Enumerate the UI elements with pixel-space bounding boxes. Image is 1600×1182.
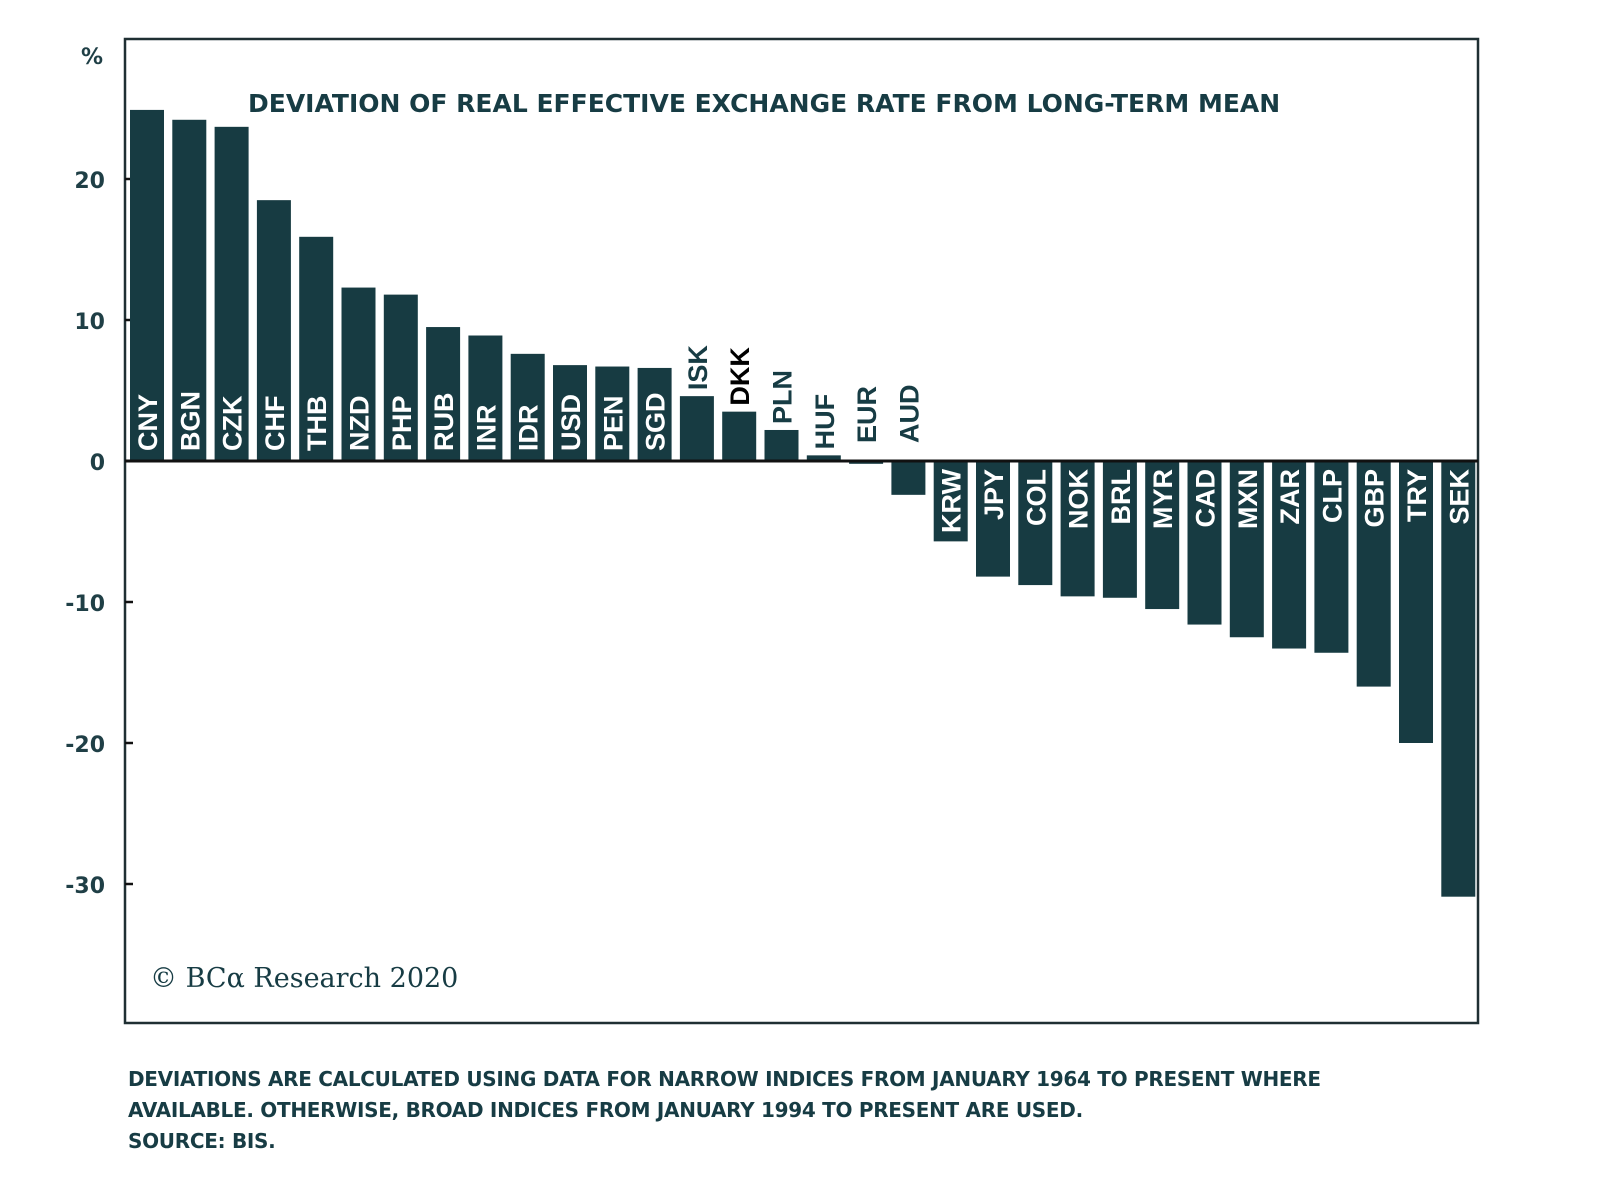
bar-mxn bbox=[1229, 461, 1264, 638]
bar-label-nzd: NZD bbox=[345, 396, 375, 452]
bar-chart: % DEVIATION OF REAL EFFECTIVE EXCHANGE R… bbox=[65, 37, 1480, 1025]
y-tick-label: -30 bbox=[65, 874, 105, 899]
bar-label-jpy: JPY bbox=[979, 469, 1009, 520]
bar-czk bbox=[214, 126, 249, 461]
bar-cad bbox=[1187, 461, 1222, 625]
bar-label-inr: INR bbox=[471, 405, 501, 452]
bar-label-huf: HUF bbox=[810, 394, 840, 450]
footnote-line: AVAILABLE. OTHERWISE, BROAD INDICES FROM… bbox=[128, 1098, 1083, 1122]
y-axis-ticks: 20 10 0 -10 -20 -30 bbox=[65, 169, 133, 899]
bar-chf bbox=[256, 200, 291, 461]
bar-try bbox=[1399, 461, 1433, 743]
bar-idr bbox=[510, 353, 545, 461]
bar-nzd bbox=[341, 287, 376, 461]
y-tick-label: -10 bbox=[65, 592, 105, 617]
footnote-line: DEVIATIONS ARE CALCULATED USING DATA FOR… bbox=[128, 1067, 1321, 1091]
bar-label-mxn: MXN bbox=[1233, 469, 1263, 529]
bar-label-nok: NOK bbox=[1064, 469, 1094, 530]
bar-jpy bbox=[976, 461, 1010, 577]
bar-pln bbox=[764, 429, 799, 461]
bar-label-dkk: DKK bbox=[725, 347, 755, 406]
bar-label-aud: AUD bbox=[894, 385, 924, 444]
bar-label-thb: THB bbox=[302, 396, 332, 452]
footnote-line: SOURCE: BIS. bbox=[128, 1129, 276, 1153]
bar-sek bbox=[1441, 461, 1476, 897]
bar-isk bbox=[679, 396, 714, 461]
bar-rub bbox=[426, 327, 461, 461]
y-axis-unit-label: % bbox=[81, 45, 103, 70]
bars bbox=[130, 109, 1476, 897]
y-tick-label: 20 bbox=[74, 169, 105, 194]
bar-bgn bbox=[172, 119, 207, 461]
bar-label-myr: MYR bbox=[1148, 469, 1178, 529]
bar-label-isk: ISK bbox=[683, 345, 713, 391]
bar-sgd bbox=[637, 367, 672, 461]
bar-label-sek: SEK bbox=[1444, 469, 1474, 525]
bar-dkk bbox=[722, 411, 757, 461]
bar-huf bbox=[806, 455, 841, 461]
bar-label-krw: KRW bbox=[937, 468, 967, 533]
bar-label-cny: CNY bbox=[133, 394, 163, 451]
bar-label-eur: EUR bbox=[852, 386, 882, 443]
bar-label-rub: RUB bbox=[429, 393, 459, 452]
bar-label-idr: IDR bbox=[514, 405, 544, 452]
bar-label-pen: PEN bbox=[598, 395, 628, 451]
bar-inr bbox=[468, 335, 503, 461]
copyright-annotation: © BCα Research 2020 bbox=[150, 963, 458, 994]
bar-label-brl: BRL bbox=[1106, 469, 1136, 525]
bar-gbp bbox=[1356, 461, 1391, 687]
bar-krw bbox=[933, 461, 968, 542]
y-tick-label: 10 bbox=[74, 310, 105, 335]
bar-label-zar: ZAR bbox=[1275, 469, 1305, 525]
bar-label-sgd: SGD bbox=[641, 392, 671, 451]
y-tick-label: 0 bbox=[90, 451, 105, 476]
bar-label-php: PHP bbox=[387, 395, 417, 451]
bar-label-gbp: GBP bbox=[1360, 469, 1390, 528]
bar-label-czk: CZK bbox=[218, 395, 248, 451]
bar-clp bbox=[1314, 461, 1349, 653]
bar-zar bbox=[1272, 461, 1307, 649]
bar-brl bbox=[1102, 461, 1137, 598]
bar-label-clp: CLP bbox=[1317, 469, 1347, 523]
bar-label-pln: PLN bbox=[768, 370, 798, 424]
bar-aud bbox=[891, 461, 926, 495]
bar-pen bbox=[595, 366, 630, 461]
bar-col bbox=[1018, 461, 1053, 586]
chart-title: DEVIATION OF REAL EFFECTIVE EXCHANGE RAT… bbox=[248, 89, 1280, 118]
bar-label-col: COL bbox=[1021, 469, 1051, 526]
bar-php bbox=[383, 294, 418, 461]
bar-label-cad: CAD bbox=[1191, 469, 1221, 528]
bar-labels: CNY BGN CZK CHF THB NZD PHP RUB INR IDR USD PEN SGD I… bbox=[133, 345, 1474, 533]
bar-label-chf: CHF bbox=[260, 396, 290, 452]
footnote: DEVIATIONS ARE CALCULATED USING DATA FOR… bbox=[128, 1064, 1548, 1157]
plot-frame bbox=[123, 37, 1480, 1025]
bar-label-bgn: BGN bbox=[175, 391, 205, 451]
bar-cny bbox=[130, 109, 164, 461]
bar-label-try: TRY bbox=[1402, 469, 1432, 522]
bar-usd bbox=[553, 365, 587, 461]
bar-thb bbox=[299, 236, 334, 461]
bar-label-usd: USD bbox=[556, 394, 586, 451]
y-tick-label: -20 bbox=[65, 733, 105, 758]
bar-myr bbox=[1145, 461, 1180, 610]
bar-nok bbox=[1060, 461, 1095, 597]
